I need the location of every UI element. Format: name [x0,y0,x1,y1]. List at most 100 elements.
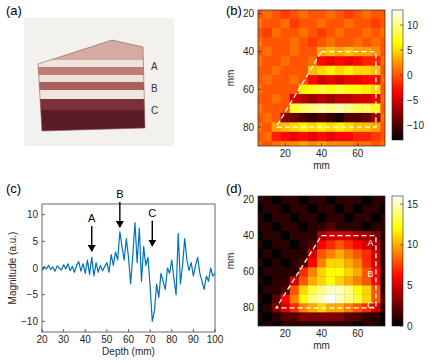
cell [299,47,308,57]
cell [335,285,344,294]
cell [281,321,290,326]
cell [380,122,385,132]
cell [317,213,326,222]
cell [353,312,362,321]
cell [362,113,371,123]
cell [380,75,385,85]
cell [258,213,263,222]
cell [299,19,308,29]
cell [263,196,272,205]
cell [380,132,385,142]
meat-layer [30,82,160,90]
cell [335,258,344,267]
x-tick [128,329,129,332]
cell [353,66,362,76]
cell [263,222,272,231]
cell [353,113,362,123]
colorbar [392,10,403,140]
colorbar-tick [400,100,403,101]
cell [362,132,371,142]
annotation-arrow [119,202,120,227]
cell [344,321,353,326]
cell [335,132,344,142]
cell [299,66,308,76]
cell [344,222,353,231]
cell [353,10,362,19]
cell [308,294,317,303]
cell [362,141,371,146]
cell [317,312,326,321]
cell [335,75,344,85]
cell [326,28,335,38]
cell [299,294,308,303]
cell [299,276,308,285]
cell [371,312,380,321]
y-tick [258,89,261,90]
cell [281,28,290,38]
x-tick-label: 60 [123,334,135,345]
cell [281,240,290,249]
cell [326,258,335,267]
cell [344,141,353,146]
cell [290,285,299,294]
cell [258,94,263,104]
colorbar-tick [400,326,403,327]
series-group [42,223,215,322]
cell [335,312,344,321]
line-panel: (c)2030405060708090100−10−50510Depth (mm… [6,181,224,357]
cell [299,28,308,38]
cell [299,321,308,326]
cell [263,213,272,222]
cell [317,285,326,294]
cell [263,113,272,123]
cell [258,75,263,85]
cell [308,141,317,146]
cell [380,28,385,38]
y-tick-label: −10 [21,316,38,327]
cell [344,113,353,123]
x-tick [321,143,322,146]
annotation-label: C [148,207,156,219]
cell [263,276,272,285]
cell [290,276,299,285]
cell [344,249,353,258]
cell [380,19,385,29]
cell [362,285,371,294]
y-tick-label: 20 [243,194,255,205]
cell [344,94,353,104]
cell [258,267,263,276]
cell [308,312,317,321]
cell [258,85,263,95]
cell [335,213,344,222]
cell [326,56,335,66]
cell [290,294,299,303]
cell [344,285,353,294]
cell [308,47,317,57]
cells [258,196,385,326]
cell [290,204,299,213]
cell [362,204,371,213]
cell [258,141,263,146]
cell [335,294,344,303]
cell [308,231,317,240]
annotation-arrow [91,226,92,251]
cell [344,312,353,321]
cell [326,196,335,205]
cell [326,19,335,29]
cell [290,231,299,240]
cell [317,113,326,123]
cell [263,294,272,303]
cell [326,104,335,114]
cell [335,85,344,95]
cell [371,28,380,38]
x-tick-label: 30 [58,334,70,345]
cell [258,132,263,142]
y-tick-label: 60 [243,84,255,95]
cell [290,321,299,326]
cell [326,94,335,104]
cell [344,56,353,66]
cell [258,321,263,326]
cell [299,240,308,249]
cell [263,267,272,276]
cell [317,258,326,267]
